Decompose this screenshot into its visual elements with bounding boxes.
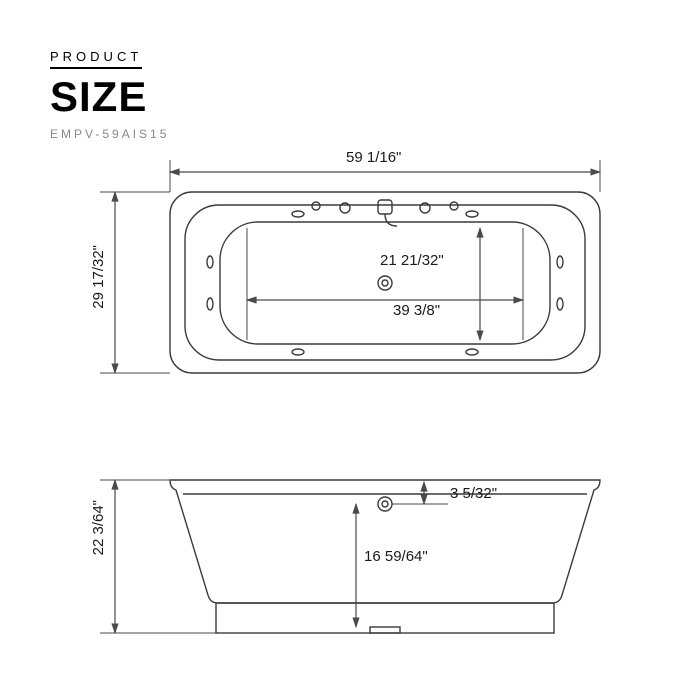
dim-depth-overall: 29 17/32" <box>90 245 107 309</box>
top-view-diagram <box>0 0 700 420</box>
dim-basin-length: 39 3/8" <box>393 302 440 319</box>
dim-width-overall: 59 1/16" <box>346 149 401 166</box>
dim-basin-width: 21 21/32" <box>380 252 444 269</box>
dim-drain-height: 16 59/64" <box>364 548 428 565</box>
dim-height-overall: 22 3/64" <box>90 500 107 555</box>
dim-overflow-offset: 3 5/32" <box>450 485 497 502</box>
